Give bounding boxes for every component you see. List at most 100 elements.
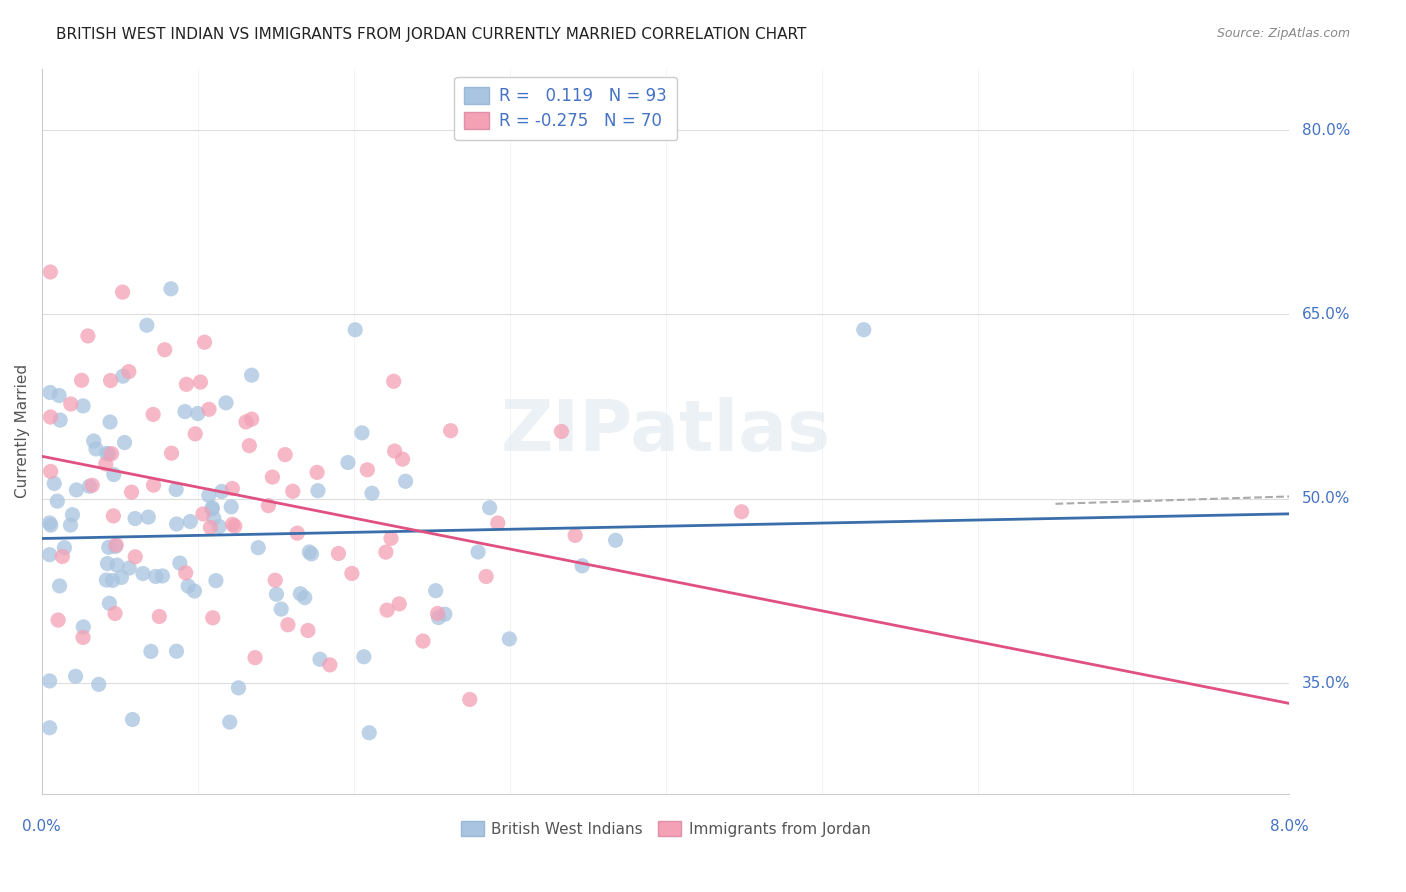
Immigrants from Jordan	[104, 607, 127, 621]
British West Indians	[498, 632, 520, 646]
British West Indians	[132, 566, 155, 581]
British West Indians	[39, 385, 62, 400]
Immigrants from Jordan	[160, 446, 183, 460]
Immigrants from Jordan	[264, 573, 287, 587]
Immigrants from Jordan	[730, 505, 752, 519]
British West Indians	[294, 591, 316, 605]
British West Indians	[84, 442, 107, 456]
Immigrants from Jordan	[153, 343, 176, 357]
Immigrants from Jordan	[475, 569, 498, 583]
British West Indians	[425, 583, 447, 598]
Immigrants from Jordan	[46, 613, 69, 627]
Immigrants from Jordan	[148, 609, 170, 624]
British West Indians	[48, 579, 70, 593]
Immigrants from Jordan	[103, 508, 125, 523]
Immigrants from Jordan	[262, 470, 284, 484]
Immigrants from Jordan	[176, 377, 198, 392]
Immigrants from Jordan	[243, 650, 266, 665]
British West Indians	[852, 323, 875, 337]
Text: ZIPatlas: ZIPatlas	[501, 397, 831, 466]
British West Indians	[166, 644, 188, 658]
British West Indians	[121, 713, 143, 727]
British West Indians	[219, 500, 242, 514]
Immigrants from Jordan	[356, 463, 378, 477]
British West Indians	[105, 558, 128, 573]
Immigrants from Jordan	[374, 545, 396, 559]
British West Indians	[201, 502, 224, 516]
British West Indians	[228, 681, 250, 695]
British West Indians	[46, 494, 69, 508]
British West Indians	[571, 558, 593, 573]
British West Indians	[336, 456, 359, 470]
Immigrants from Jordan	[70, 373, 93, 387]
Immigrants from Jordan	[277, 617, 299, 632]
British West Indians	[38, 516, 60, 530]
Immigrants from Jordan	[100, 447, 122, 461]
British West Indians	[177, 579, 200, 593]
British West Indians	[103, 467, 125, 482]
Immigrants from Jordan	[191, 507, 214, 521]
British West Indians	[201, 500, 224, 515]
British West Indians	[247, 541, 270, 555]
Text: Source: ZipAtlas.com: Source: ZipAtlas.com	[1216, 27, 1350, 40]
Immigrants from Jordan	[340, 566, 363, 581]
Immigrants from Jordan	[564, 528, 586, 542]
British West Indians	[187, 407, 209, 421]
British West Indians	[72, 399, 94, 413]
British West Indians	[139, 644, 162, 658]
Immigrants from Jordan	[184, 426, 207, 441]
British West Indians	[59, 518, 82, 533]
British West Indians	[179, 515, 201, 529]
Immigrants from Jordan	[142, 408, 165, 422]
British West Indians	[270, 602, 292, 616]
Immigrants from Jordan	[124, 549, 146, 564]
British West Indians	[111, 369, 134, 384]
British West Indians	[215, 396, 238, 410]
Immigrants from Jordan	[190, 375, 212, 389]
Immigrants from Jordan	[458, 692, 481, 706]
British West Indians	[344, 323, 367, 337]
Immigrants from Jordan	[39, 464, 62, 478]
British West Indians	[101, 574, 124, 588]
British West Indians	[96, 557, 118, 571]
Immigrants from Jordan	[238, 439, 260, 453]
British West Indians	[361, 486, 384, 500]
Immigrants from Jordan	[297, 624, 319, 638]
British West Indians	[136, 510, 159, 524]
British West Indians	[605, 533, 627, 548]
British West Indians	[467, 545, 489, 559]
Immigrants from Jordan	[77, 329, 100, 343]
British West Indians	[53, 541, 76, 555]
British West Indians	[65, 483, 87, 497]
British West Indians	[87, 677, 110, 691]
Immigrants from Jordan	[105, 538, 128, 552]
British West Indians	[427, 610, 450, 624]
Immigrants from Jordan	[274, 448, 297, 462]
Immigrants from Jordan	[201, 611, 224, 625]
Immigrants from Jordan	[307, 466, 329, 480]
British West Indians	[394, 475, 416, 489]
Immigrants from Jordan	[94, 457, 117, 471]
Immigrants from Jordan	[328, 546, 350, 560]
British West Indians	[211, 484, 233, 499]
Immigrants from Jordan	[72, 631, 94, 645]
Immigrants from Jordan	[281, 484, 304, 499]
British West Indians	[152, 569, 174, 583]
Immigrants from Jordan	[59, 397, 82, 411]
British West Indians	[135, 318, 157, 333]
British West Indians	[44, 476, 66, 491]
British West Indians	[65, 669, 87, 683]
Immigrants from Jordan	[426, 607, 449, 621]
Immigrants from Jordan	[382, 374, 405, 388]
Text: 8.0%: 8.0%	[1270, 819, 1309, 834]
British West Indians	[299, 547, 322, 561]
British West Indians	[124, 511, 146, 525]
British West Indians	[290, 587, 312, 601]
Immigrants from Jordan	[380, 532, 402, 546]
British West Indians	[433, 607, 456, 622]
British West Indians	[118, 561, 141, 575]
Immigrants from Jordan	[121, 485, 143, 500]
British West Indians	[98, 596, 121, 610]
British West Indians	[174, 404, 197, 418]
Immigrants from Jordan	[39, 409, 62, 424]
